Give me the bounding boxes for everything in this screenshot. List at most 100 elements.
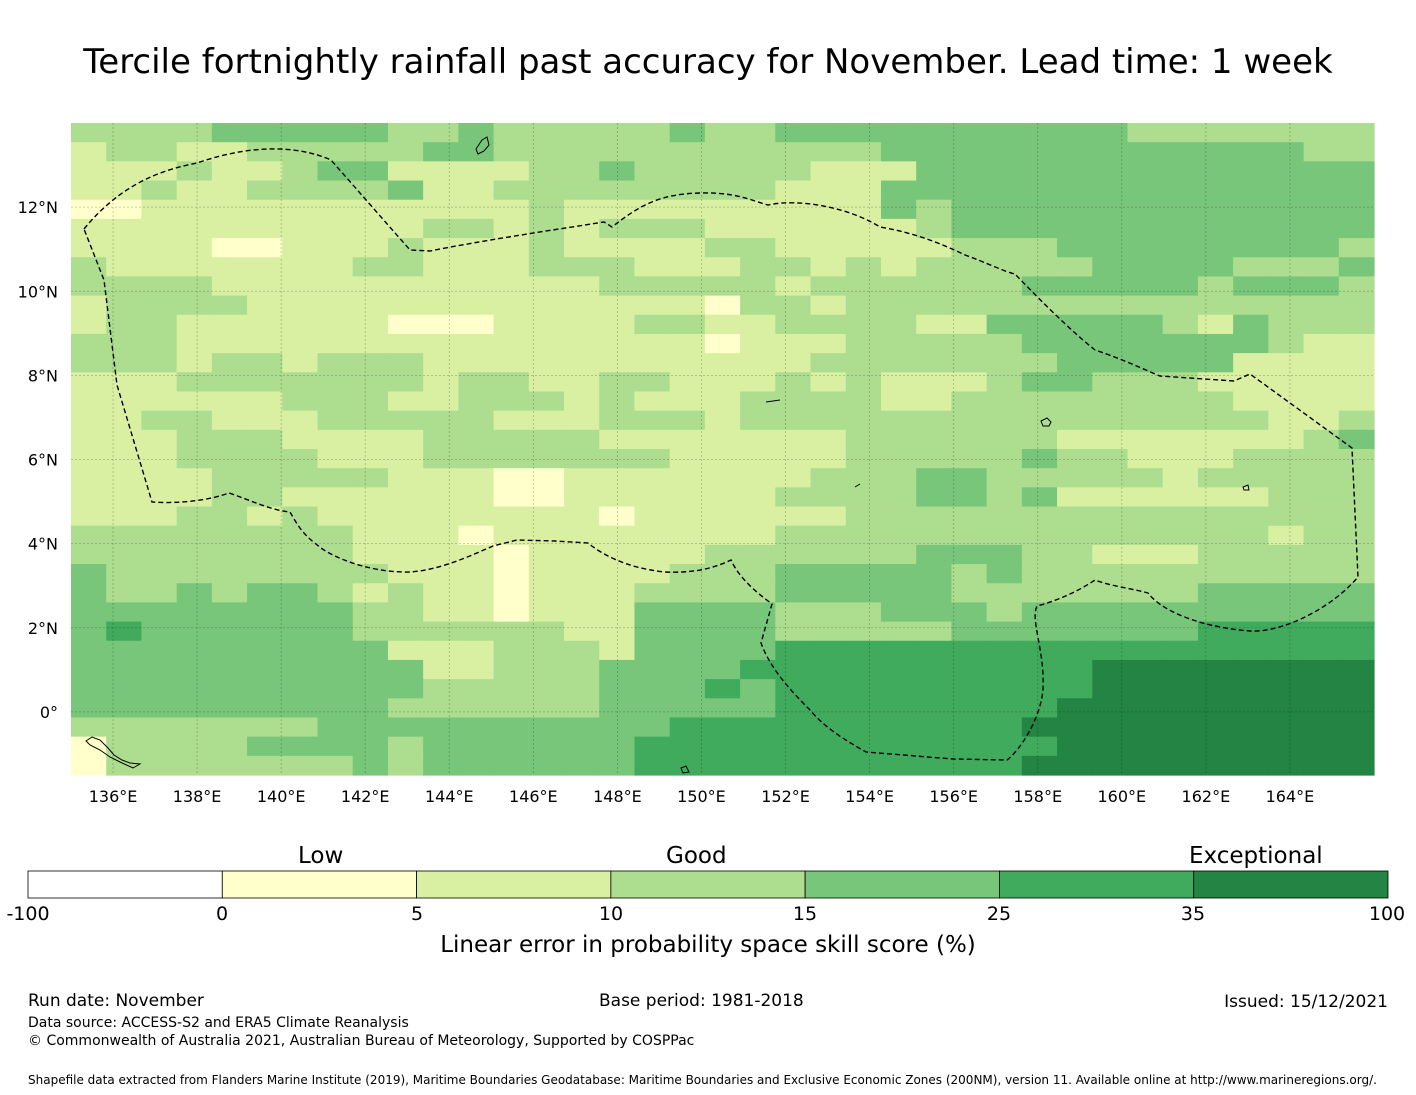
grid-cell	[880, 257, 917, 278]
grid-cell	[528, 295, 565, 316]
grid-cell	[740, 410, 776, 431]
grid-cell	[1197, 238, 1234, 258]
grid-cell	[669, 717, 706, 738]
grid-cell	[634, 755, 671, 776]
grid-cell	[704, 353, 741, 373]
island-outlines	[85, 136, 1250, 774]
grid-cell	[106, 449, 143, 469]
grid-cell	[669, 314, 706, 335]
grid-cell	[493, 736, 530, 757]
grid-cell	[317, 698, 354, 719]
grid-cell	[211, 333, 248, 354]
grid-cell	[71, 238, 107, 258]
grid-cell	[1021, 333, 1058, 354]
grid-cell	[71, 391, 107, 412]
grid-cell	[176, 717, 213, 738]
grid-cell	[1162, 391, 1199, 412]
grid-cell	[1233, 506, 1269, 527]
grid-cell	[458, 755, 495, 776]
grid-cell	[880, 736, 917, 757]
grid-cell	[880, 717, 917, 738]
grid-cell	[1197, 736, 1234, 757]
grid-cell	[387, 429, 424, 450]
grid-cell	[211, 449, 248, 469]
grid-cell	[704, 583, 741, 604]
grid-cell	[740, 391, 776, 412]
grid-cell	[634, 679, 671, 699]
grid-cell	[599, 429, 636, 450]
grid-cell	[176, 142, 213, 162]
grid-cell	[986, 161, 1023, 182]
grid-cell	[317, 755, 354, 776]
grid-cell	[317, 123, 354, 143]
grid-cell	[141, 544, 178, 565]
grid-cell	[599, 717, 636, 738]
grid-cell	[634, 698, 671, 719]
grid-cell	[528, 353, 565, 373]
grid-cell	[71, 525, 107, 546]
grid-cell	[845, 640, 882, 661]
grid-cell	[986, 276, 1023, 297]
grid-cell	[387, 640, 424, 661]
grid-cell	[599, 506, 636, 527]
grid-cell	[1127, 698, 1164, 719]
grid-cell	[599, 218, 636, 239]
grid-cell	[1268, 487, 1305, 508]
grid-cell	[528, 602, 565, 623]
grid-cell	[986, 717, 1023, 738]
grid-cell	[423, 755, 459, 776]
grid-cell	[1197, 161, 1234, 182]
grid-cell	[916, 238, 953, 258]
grid-cell	[740, 161, 776, 182]
grid-cell	[458, 621, 495, 642]
grid-cell	[599, 199, 636, 220]
grid-cell	[564, 142, 600, 162]
grid-cell	[282, 410, 319, 431]
grid-cell	[141, 142, 178, 162]
lon-tick-label: 150°E	[677, 787, 726, 806]
grid-cell	[669, 333, 706, 354]
grid-cell	[106, 506, 143, 527]
grid-cell	[669, 583, 706, 604]
grid-cell	[775, 736, 812, 757]
grid-cell	[599, 698, 636, 719]
grid-cell	[1021, 161, 1058, 182]
grid-cell	[282, 487, 319, 508]
grid-cell	[951, 659, 988, 680]
grid-cell	[1303, 123, 1340, 143]
grid-cell	[1057, 449, 1093, 469]
grid-cell	[775, 314, 812, 335]
lat-tick-label: 8°N	[28, 366, 58, 385]
grid-cell	[916, 276, 953, 297]
grid-cell	[1021, 218, 1058, 239]
grid-cell	[458, 142, 495, 162]
grid-cell	[845, 353, 882, 373]
grid-cell	[564, 679, 600, 699]
grid-cell	[1162, 410, 1199, 431]
grid-cell	[528, 257, 565, 278]
grid-cell	[1092, 698, 1129, 719]
grid-cell	[1303, 142, 1340, 162]
colorbar-segment	[27, 870, 223, 899]
grid-cell	[740, 276, 776, 297]
grid-cell	[1197, 621, 1234, 642]
grid-cell	[916, 755, 953, 776]
grid-cell	[669, 602, 706, 623]
grid-cell	[775, 218, 812, 239]
grid-cell	[493, 698, 530, 719]
grid-cell	[141, 659, 178, 680]
new-guinea-coast	[85, 736, 142, 769]
grid-cell	[704, 679, 741, 699]
grid-cell	[986, 621, 1023, 642]
grid-cell	[493, 410, 530, 431]
grid-cell	[916, 659, 953, 680]
grid-cell	[1162, 180, 1199, 201]
grid-cell	[1233, 755, 1269, 776]
grid-cell	[1268, 372, 1305, 393]
grid-cell	[106, 717, 143, 738]
lon-tick-label: 142°E	[341, 787, 390, 806]
grid-cell	[845, 736, 882, 757]
grid-cell	[845, 755, 882, 776]
grid-cell	[634, 506, 671, 527]
grid-cell	[740, 449, 776, 469]
